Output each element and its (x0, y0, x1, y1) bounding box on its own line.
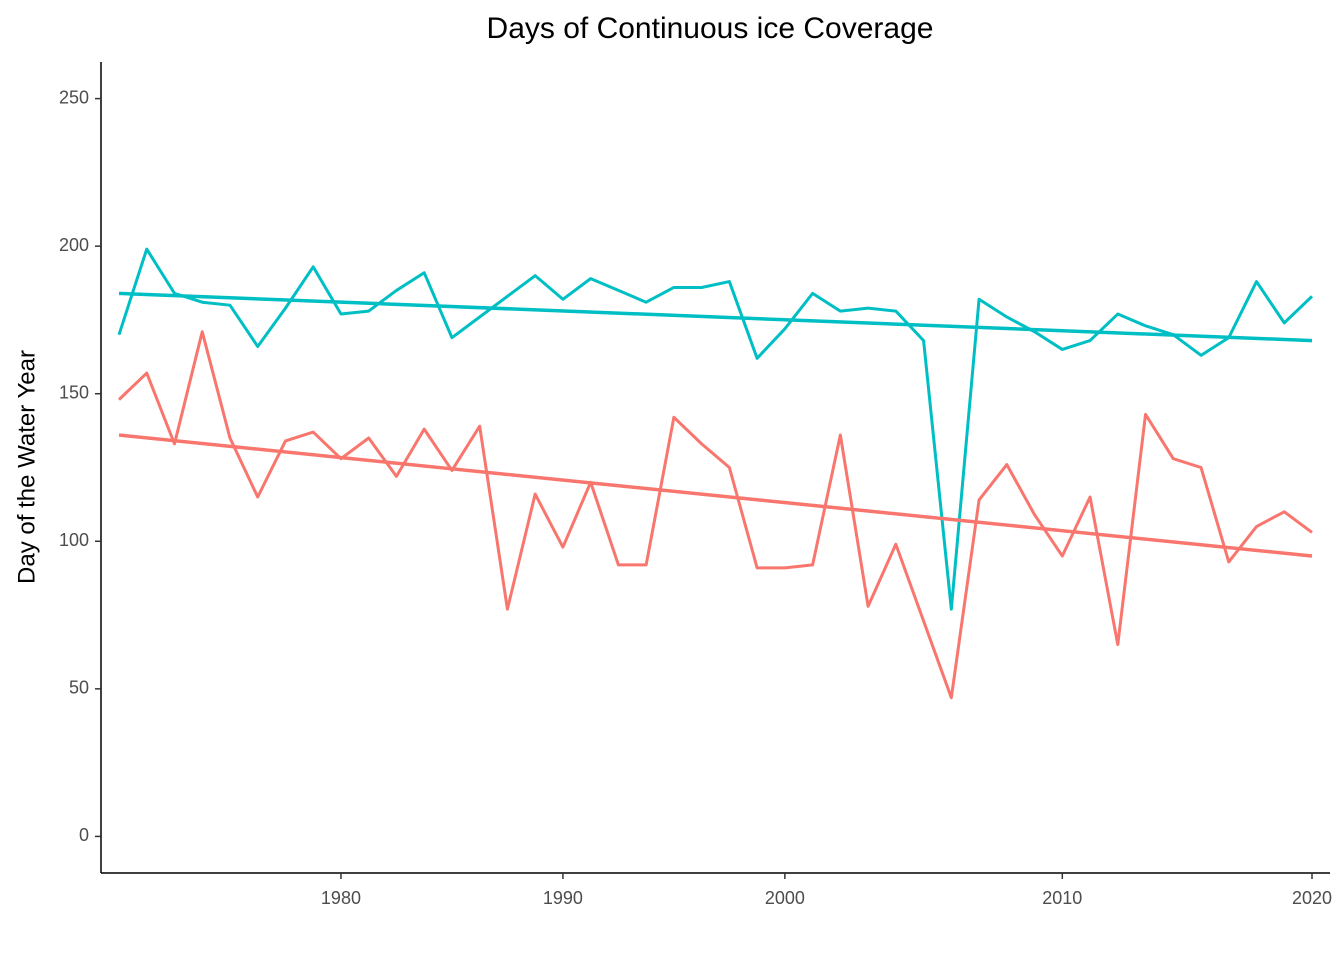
y-tick-label: 0 (79, 825, 89, 845)
y-tick-label: 50 (69, 678, 89, 698)
trend-line (118, 291, 1313, 343)
trend-line (118, 433, 1313, 558)
x-tick-label: 2000 (765, 888, 805, 908)
y-tick-label: 150 (59, 382, 89, 402)
series-line (117, 330, 1313, 700)
y-tick-label: 100 (59, 530, 89, 550)
x-tick-label: 1980 (321, 888, 361, 908)
x-tick-label: 2010 (1042, 888, 1082, 908)
y-axis-label: Day of the Water Year (13, 350, 40, 584)
chart-title: Days of Continuous ice Coverage (487, 12, 934, 45)
x-tick-label: 2020 (1292, 888, 1332, 908)
x-tick-label: 1990 (543, 888, 583, 908)
y-tick-label: 200 (59, 235, 89, 255)
series-line (117, 247, 1314, 611)
y-tick-label: 250 (59, 87, 89, 107)
